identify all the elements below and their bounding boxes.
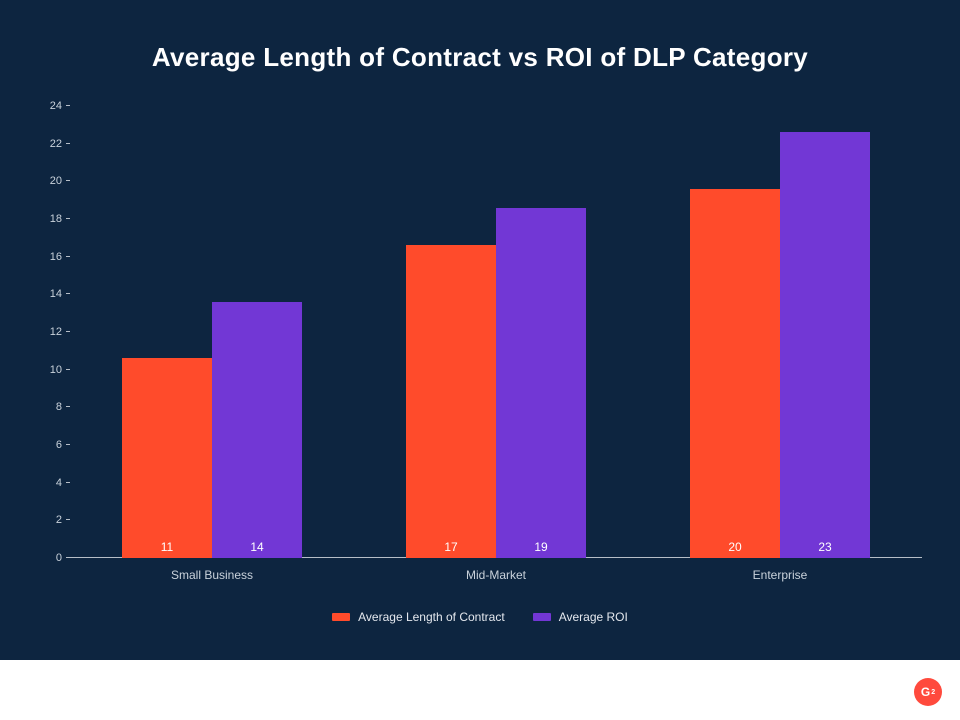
y-tick-mark [66,180,70,181]
chart-title: Average Length of Contract vs ROI of DLP… [0,42,960,73]
bar: 11 [122,358,212,558]
legend-item: Average Length of Contract [332,610,505,624]
y-tick-label: 10 [50,364,70,376]
bar-value-label: 20 [690,540,780,554]
y-tick-label: 22 [50,138,70,150]
bar-value-label: 17 [406,540,496,554]
y-tick-label: 20 [50,175,70,187]
category-label: Small Business [70,558,354,582]
y-tick-label: 8 [56,401,70,413]
bar-value-label: 23 [780,540,870,554]
category-label: Mid-Market [354,558,638,582]
g2-logo-text: G [921,685,930,699]
g2-logo: G2 [914,678,942,706]
y-tick-mark [66,256,70,257]
bar: 14 [212,302,302,558]
y-tick-label: 4 [56,477,70,489]
y-tick-label: 14 [50,288,70,300]
stage: Average Length of Contract vs ROI of DLP… [0,0,960,720]
bar-group: 1719Mid-Market [354,106,638,558]
bar-pair: 1719 [354,106,638,558]
y-tick-label: 12 [50,326,70,338]
bar-group: 1114Small Business [70,106,354,558]
y-tick-mark [66,444,70,445]
legend: Average Length of Contract Average ROI [0,610,960,624]
plot-area: 1114Small Business1719Mid-Market2023Ente… [70,106,922,558]
bar-value-label: 14 [212,540,302,554]
bar-pair: 2023 [638,106,922,558]
legend-item: Average ROI [533,610,628,624]
y-tick-mark [66,218,70,219]
y-tick-label: 6 [56,439,70,451]
y-tick-mark [66,406,70,407]
bar-pair: 1114 [70,106,354,558]
bar-groups: 1114Small Business1719Mid-Market2023Ente… [70,106,922,558]
legend-label: Average ROI [559,610,628,624]
bar-value-label: 11 [122,540,212,554]
bar: 19 [496,208,586,558]
y-tick-label: 24 [50,100,70,112]
y-tick-mark [66,143,70,144]
g2-logo-sup: 2 [931,689,935,696]
y-tick-mark [66,105,70,106]
legend-swatch [332,613,350,621]
y-tick-mark [66,519,70,520]
category-label: Enterprise [638,558,922,582]
y-tick-mark [66,369,70,370]
bar-group: 2023Enterprise [638,106,922,558]
legend-label: Average Length of Contract [358,610,505,624]
y-tick-label: 0 [56,552,70,564]
bar: 17 [406,245,496,558]
bar: 23 [780,132,870,558]
y-tick-mark [66,331,70,332]
y-tick-mark [66,482,70,483]
y-tick-mark [66,557,70,558]
y-tick-label: 18 [50,213,70,225]
legend-swatch [533,613,551,621]
y-tick-mark [66,293,70,294]
y-tick-label: 16 [50,251,70,263]
y-tick-label: 2 [56,514,70,526]
bar: 20 [690,189,780,558]
bar-value-label: 19 [496,540,586,554]
